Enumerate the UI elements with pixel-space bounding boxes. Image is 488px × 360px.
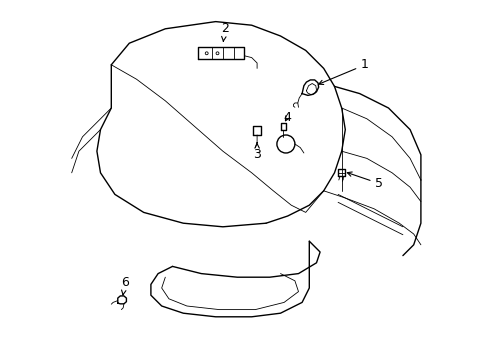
Text: 2: 2 (220, 22, 228, 41)
Text: 6: 6 (121, 276, 129, 295)
Text: 5: 5 (346, 172, 383, 190)
Text: 3: 3 (253, 143, 261, 161)
Text: 4: 4 (283, 111, 291, 123)
Text: 1: 1 (318, 58, 368, 85)
